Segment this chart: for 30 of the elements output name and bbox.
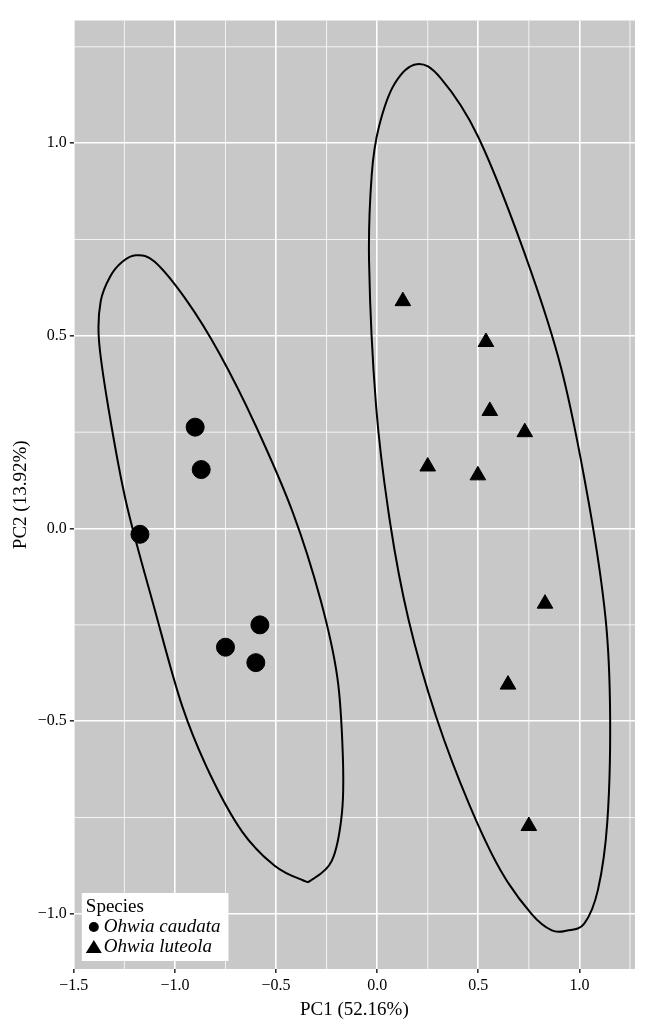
x-tick-label: 1.0 bbox=[569, 975, 590, 993]
point bbox=[536, 594, 554, 609]
legend-title: Species bbox=[85, 894, 144, 916]
x-tick-label: −0.5 bbox=[261, 975, 291, 993]
y-tick-label: 0.0 bbox=[46, 518, 67, 536]
y-tick-label: −0.5 bbox=[37, 711, 67, 729]
legend-label: Ohwia caudata bbox=[103, 915, 221, 936]
y-tick-label: −1.0 bbox=[37, 904, 67, 922]
point bbox=[215, 637, 235, 657]
point bbox=[185, 417, 205, 437]
point bbox=[477, 332, 495, 347]
point bbox=[419, 456, 437, 472]
point bbox=[516, 422, 534, 438]
point bbox=[246, 653, 266, 673]
point bbox=[481, 401, 499, 416]
point bbox=[394, 291, 412, 307]
y-tick-label: 1.0 bbox=[46, 133, 67, 151]
x-axis-title: PC1 (52.16%) bbox=[300, 997, 409, 1020]
x-tick-label: −1.5 bbox=[59, 975, 89, 993]
x-tick-label: 0.0 bbox=[367, 975, 388, 993]
x-tick-label: −1.0 bbox=[160, 975, 190, 993]
y-axis-title: PC2 (13.92%) bbox=[9, 440, 32, 550]
point bbox=[499, 675, 517, 690]
point bbox=[130, 524, 150, 544]
y-tick-label: 0.5 bbox=[46, 326, 67, 344]
point bbox=[469, 465, 487, 481]
point bbox=[520, 816, 538, 832]
legend-label: Ohwia luteola bbox=[103, 935, 213, 956]
x-tick-label: 0.5 bbox=[468, 975, 489, 993]
point bbox=[250, 615, 270, 635]
